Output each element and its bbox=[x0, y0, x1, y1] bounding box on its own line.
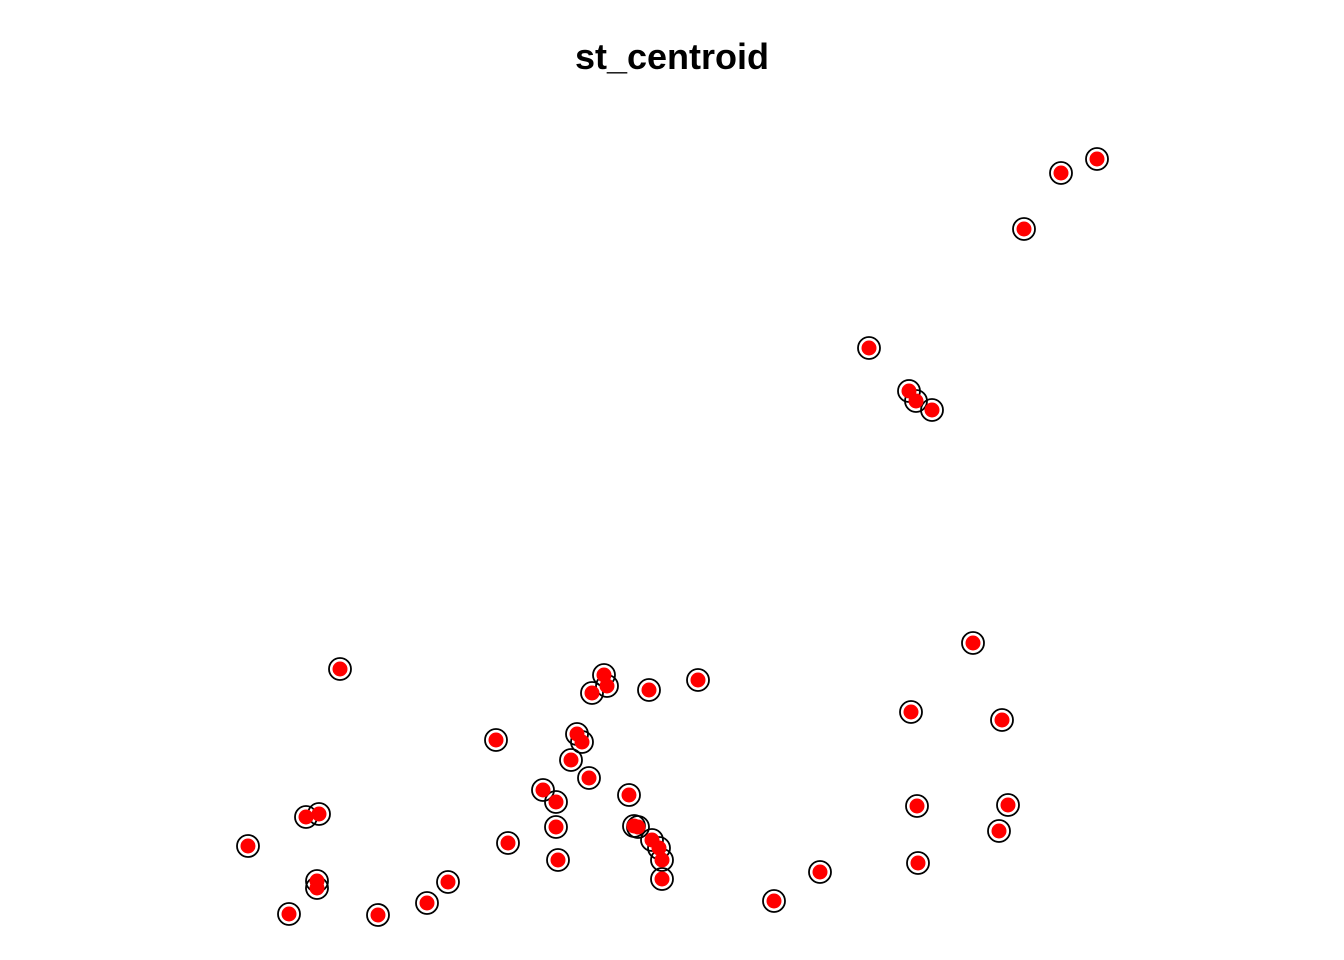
open-circle-marker bbox=[650, 867, 674, 891]
open-circle-marker bbox=[686, 668, 710, 692]
open-circle-marker bbox=[1049, 161, 1073, 185]
open-circle-layer bbox=[236, 147, 1109, 927]
centroid-point bbox=[550, 852, 566, 868]
centroid-point bbox=[500, 835, 516, 851]
open-circle-marker bbox=[544, 815, 568, 839]
centroid-point bbox=[630, 819, 646, 835]
open-circle-marker bbox=[559, 748, 583, 772]
centroid-point bbox=[651, 840, 667, 856]
open-circle-marker bbox=[857, 336, 881, 360]
centroid-point bbox=[548, 794, 564, 810]
centroid-point bbox=[584, 685, 600, 701]
open-circle-marker bbox=[906, 851, 930, 875]
open-circle-marker bbox=[1085, 147, 1109, 171]
chart-title: st_centroid bbox=[574, 36, 770, 77]
open-circle-marker bbox=[987, 819, 1011, 843]
open-circle-marker bbox=[580, 681, 604, 705]
centroid-point bbox=[965, 635, 981, 651]
open-circle-marker bbox=[637, 678, 661, 702]
centroid-point bbox=[535, 782, 551, 798]
centroid-point bbox=[563, 752, 579, 768]
centroid-point bbox=[641, 682, 657, 698]
open-circle-marker bbox=[905, 794, 929, 818]
open-circle-marker bbox=[617, 783, 641, 807]
open-circle-marker bbox=[496, 831, 520, 855]
centroid-point bbox=[548, 819, 564, 835]
centroid-point bbox=[281, 906, 297, 922]
centroid-point bbox=[690, 672, 706, 688]
open-circle-marker bbox=[899, 700, 923, 724]
open-circle-marker bbox=[990, 708, 1014, 732]
centroid-point bbox=[909, 798, 925, 814]
centroid-point-layer bbox=[240, 151, 1105, 923]
open-circle-marker bbox=[328, 657, 352, 681]
open-circle-marker bbox=[544, 790, 568, 814]
open-circle-marker bbox=[366, 903, 390, 927]
open-circle-marker bbox=[236, 834, 260, 858]
open-circle-marker bbox=[577, 766, 601, 790]
open-circle-marker bbox=[920, 398, 944, 422]
open-circle-marker bbox=[436, 870, 460, 894]
centroid-point bbox=[994, 712, 1010, 728]
centroid-point bbox=[488, 732, 504, 748]
open-circle-marker bbox=[1012, 217, 1036, 241]
centroid-point bbox=[654, 871, 670, 887]
open-circle-marker bbox=[996, 793, 1020, 817]
centroid-point bbox=[440, 874, 456, 890]
centroid-point bbox=[766, 893, 782, 909]
open-circle-marker bbox=[961, 631, 985, 655]
centroid-point bbox=[309, 880, 325, 896]
centroid-point bbox=[298, 809, 314, 825]
centroid-point bbox=[581, 770, 597, 786]
centroid-point bbox=[1053, 165, 1069, 181]
centroid-point bbox=[861, 340, 877, 356]
centroid-point bbox=[332, 661, 348, 677]
centroid-point bbox=[654, 852, 670, 868]
open-circle-marker bbox=[277, 902, 301, 926]
centroid-point bbox=[370, 907, 386, 923]
centroid-point bbox=[574, 734, 590, 750]
centroid-point bbox=[991, 823, 1007, 839]
centroid-point bbox=[1016, 221, 1032, 237]
open-circle-marker bbox=[640, 828, 664, 852]
centroid-point bbox=[924, 402, 940, 418]
centroid-point bbox=[311, 806, 327, 822]
centroid-point bbox=[908, 393, 924, 409]
open-circle-marker bbox=[531, 778, 555, 802]
centroid-point bbox=[1000, 797, 1016, 813]
centroid-point bbox=[621, 787, 637, 803]
open-circle-marker bbox=[762, 889, 786, 913]
open-circle-marker bbox=[484, 728, 508, 752]
open-circle-marker bbox=[808, 860, 832, 884]
centroid-point bbox=[240, 838, 256, 854]
centroid-point bbox=[910, 855, 926, 871]
centroid-point bbox=[812, 864, 828, 880]
centroid-point bbox=[903, 704, 919, 720]
open-circle-marker bbox=[546, 848, 570, 872]
centroid-point bbox=[419, 895, 435, 911]
open-circle-marker bbox=[415, 891, 439, 915]
centroid-point bbox=[599, 678, 615, 694]
centroid-point bbox=[1089, 151, 1105, 167]
